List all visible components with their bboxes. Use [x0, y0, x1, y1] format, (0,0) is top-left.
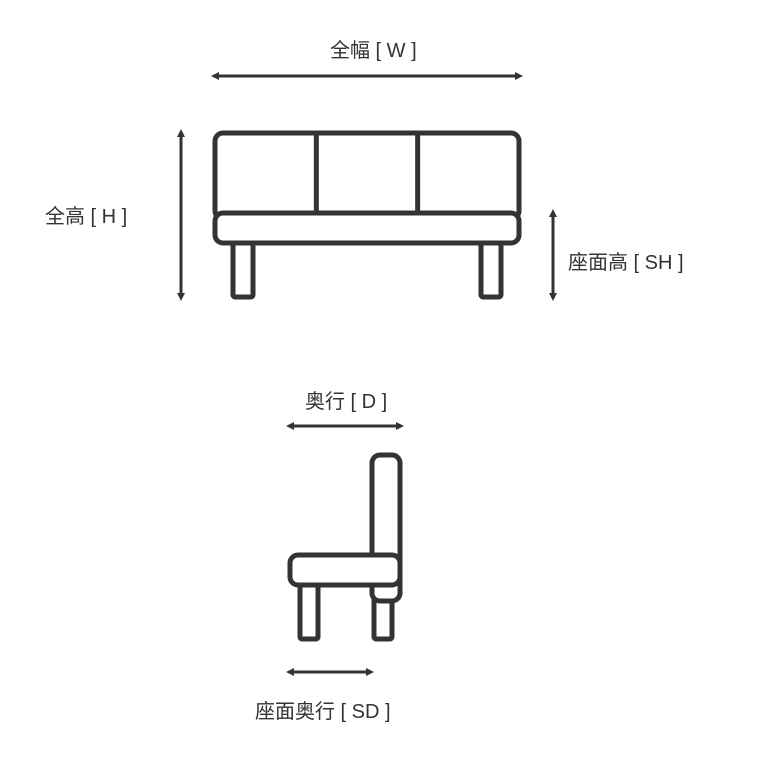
label-depth: 奥行 [ D ] — [305, 385, 387, 414]
label-width: 全幅 [ W ] — [330, 34, 417, 63]
label-seat-height: 座面高 [ SH ] — [568, 246, 684, 275]
label-seat-depth: 座面奥行 [ SD ] — [255, 695, 391, 724]
label-height: 全高 [ H ] — [45, 200, 127, 229]
